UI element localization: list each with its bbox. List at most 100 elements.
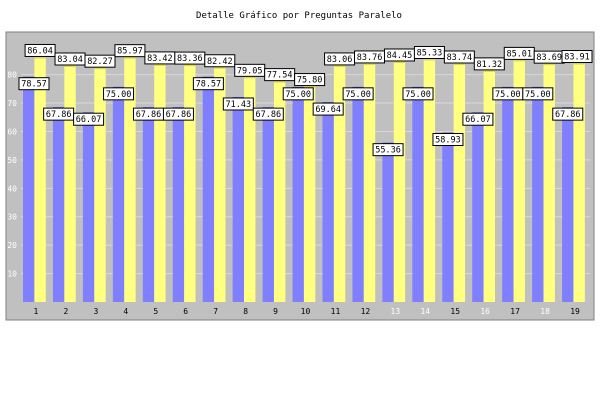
data-label-series1: 67.86 [46,110,72,120]
x-tick-label: 15 [450,307,460,316]
bar-series2 [393,61,406,303]
y-tick-label: 70 [7,99,17,108]
data-label-series1: 69.64 [315,105,341,115]
data-label-box [462,112,494,126]
bar-series1 [322,104,334,302]
data-label-series2: 83.06 [327,55,353,65]
data-label-series2: 83.42 [147,54,173,64]
data-label-box [204,54,236,68]
bar-series2 [573,63,585,302]
data-label-box [162,107,194,121]
data-label-series1: 55.36 [375,146,401,156]
data-label-box [103,87,135,101]
data-label-series2: 79.05 [237,66,263,76]
data-label-series2: 83.76 [357,53,383,63]
bar-series2 [244,77,256,303]
data-label-box [114,44,146,58]
bar-series2 [214,67,226,302]
bar-series2-cap [573,61,585,65]
bar-series2 [363,63,376,302]
data-label-series2: 84.45 [387,51,413,61]
data-label-box [443,50,475,64]
data-label-series1: 58.93 [435,136,461,146]
bar-series1 [112,88,125,302]
data-label-series1: 75.00 [285,90,311,100]
data-label-box [561,50,593,64]
bar-series2-cap [363,61,376,65]
data-label-box [294,73,326,87]
data-label-box [24,43,56,57]
x-tick-label: 7 [213,307,218,316]
bar-series1 [442,134,454,302]
bar-series1 [52,109,65,302]
data-label-series2: 85.01 [506,49,532,59]
x-tick-label: 5 [153,307,158,316]
data-label-box [552,107,584,121]
bar-series1 [202,78,215,302]
bar-series1 [562,109,574,302]
bar-series2 [543,64,555,302]
bar-series2-cap [184,63,196,67]
data-label-series2: 83.74 [447,53,473,63]
bar-series1 [502,88,514,302]
bar-series1 [232,98,245,302]
bar-series1 [172,109,185,302]
x-tick-label: 17 [510,307,520,316]
y-tick-label: 40 [7,184,17,193]
data-label-series1: 67.86 [136,110,162,120]
data-label-box [252,107,284,121]
data-label-series2: 83.69 [536,53,562,63]
bar-series2 [184,65,196,302]
data-label-series2: 86.04 [27,46,53,56]
x-tick-label: 14 [420,307,430,316]
bar-series1 [412,88,424,302]
y-tick-label: 10 [7,270,17,279]
bar-series2 [333,65,346,302]
y-tick-label: 80 [7,71,17,80]
bar-series1 [382,144,394,302]
y-axis-ticks: 10 20 30 40 50 60 70 80 [7,71,17,279]
bar-series2 [64,65,76,302]
data-label-box [312,102,344,116]
bar-series2 [124,57,136,302]
data-label-series2: 81.32 [477,60,503,70]
bar-series1 [82,114,95,302]
bar-series1 [292,88,304,302]
x-tick-label: 8 [243,307,248,316]
bar-series2 [453,64,466,302]
x-tick-label: 2 [64,307,69,316]
data-label-series1: 78.57 [21,80,47,90]
data-label-series2: 83.91 [564,53,590,63]
data-label-series1: 75.00 [525,90,551,100]
data-label-series1: 67.86 [166,110,192,120]
data-label-box [222,97,254,111]
data-label-series1: 78.57 [196,80,222,90]
bar-series1 [142,109,155,302]
bar-series1 [262,109,274,302]
bar-series2 [423,59,436,303]
data-label-series1: 66.07 [465,115,491,125]
x-axis-ticks: 1 2 3 4 5 6 7 8 9 10 11 12 13 14 15 16 17 18 19 [34,307,580,316]
bar-series2 [94,68,106,303]
data-label-series2: 82.42 [207,57,233,67]
data-label-series1: 71.43 [226,100,252,110]
bar-series2 [513,60,525,302]
x-tick-label: 3 [93,307,98,316]
data-label-box [18,77,50,91]
data-label-series1: 75.00 [495,90,521,100]
bar-series1 [352,88,364,302]
y-tick-label: 20 [7,241,17,250]
bar-series1 [472,114,484,302]
data-label-box [473,57,505,71]
data-label-box [192,77,224,91]
x-tick-label: 19 [570,307,580,316]
data-label-box [84,54,116,68]
x-tick-label: 10 [301,307,311,316]
x-tick-label: 1 [34,307,39,316]
data-label-series1: 67.86 [255,110,281,120]
bars [23,55,585,303]
data-label-series1: 75.00 [106,90,132,100]
data-label-series2: 85.33 [417,48,443,58]
x-tick-label: 12 [361,307,371,316]
data-label-box [73,112,105,126]
